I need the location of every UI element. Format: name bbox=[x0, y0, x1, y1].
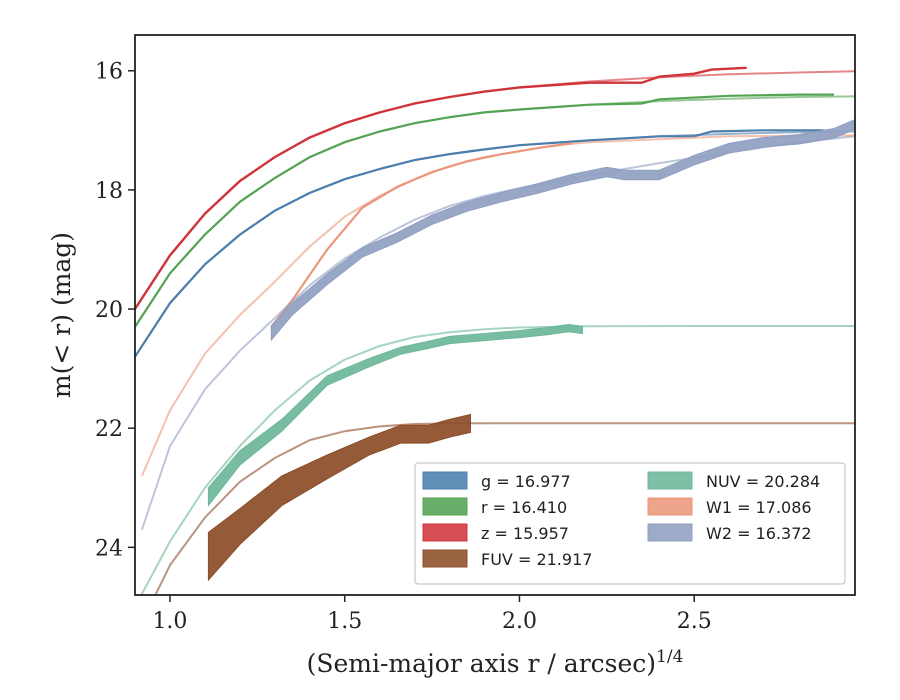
legend-swatch bbox=[647, 471, 693, 490]
y-tick-label: 16 bbox=[95, 60, 123, 85]
legend-label: z = 15.957 bbox=[481, 524, 569, 543]
series-model-line-w2 bbox=[141, 135, 855, 530]
legend-swatch bbox=[422, 471, 468, 490]
legend-frame bbox=[414, 462, 846, 585]
series-data-line-z bbox=[135, 66, 747, 310]
series-data-band-w2 bbox=[270, 119, 855, 342]
series-data-line-w1 bbox=[270, 142, 573, 328]
legend-swatch bbox=[422, 523, 468, 542]
legend-label: r = 16.410 bbox=[481, 498, 567, 517]
x-tick-label: 2.0 bbox=[502, 609, 537, 634]
series-data-band-fuv bbox=[207, 413, 471, 582]
legend-label: NUV = 20.284 bbox=[706, 472, 820, 491]
x-tick-label: 1.0 bbox=[152, 609, 187, 634]
legend-swatch bbox=[647, 497, 693, 516]
legend-swatch bbox=[647, 523, 693, 542]
legend-label: FUV = 21.917 bbox=[481, 550, 592, 569]
series-data-band-nuv bbox=[207, 323, 583, 508]
y-axis-label: m(< r) (mag) bbox=[47, 232, 76, 398]
legend-swatch bbox=[422, 549, 468, 568]
legend-label: W1 = 17.086 bbox=[706, 498, 812, 517]
series-data-line-r bbox=[135, 93, 834, 328]
y-tick-label: 22 bbox=[95, 417, 123, 442]
y-tick-label: 20 bbox=[95, 298, 123, 323]
legend: g = 16.977 r = 16.410 z = 15.957 FUV = 21.9… bbox=[414, 462, 846, 585]
legend-label: W2 = 16.372 bbox=[706, 524, 812, 543]
series-model-line-fuv bbox=[154, 422, 855, 595]
series-data-line-g bbox=[135, 129, 824, 358]
ticks-layer: 1.0 1.5 2.0 2.5 16 18 20 22 24 bbox=[95, 60, 712, 634]
series-layer bbox=[135, 66, 855, 595]
legend-swatch bbox=[422, 497, 468, 516]
plot-frame bbox=[134, 34, 856, 596]
x-tick-label: 2.5 bbox=[677, 609, 712, 634]
legend-label: g = 16.977 bbox=[481, 472, 571, 491]
x-tick-label: 1.5 bbox=[327, 609, 362, 634]
y-tick-label: 24 bbox=[95, 536, 123, 561]
y-tick-label: 18 bbox=[95, 179, 123, 204]
x-axis-label: (Semi-major axis r / arcsec)1/4 bbox=[307, 647, 684, 678]
